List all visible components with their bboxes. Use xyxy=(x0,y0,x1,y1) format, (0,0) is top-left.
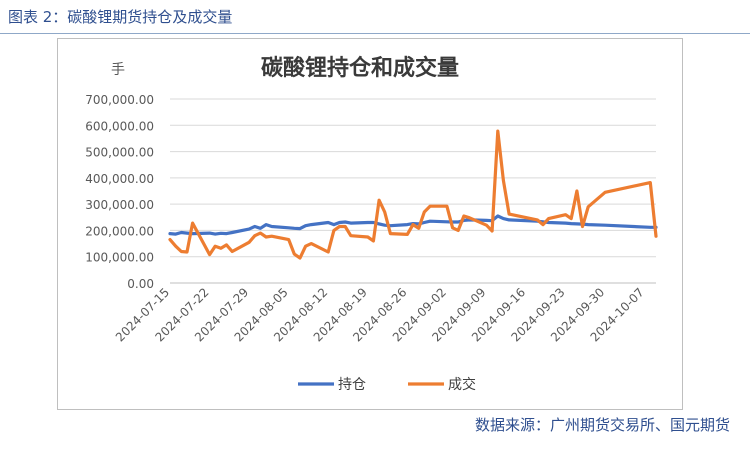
series-lines xyxy=(168,129,658,260)
data-source-note: 数据来源：广州期货交易所、国元期货 xyxy=(474,416,730,434)
series-line-持仓 xyxy=(168,214,658,236)
figure-header: 图表 2：碳酸锂期货持仓及成交量 xyxy=(8,8,233,26)
line-chart: 碳酸锂持仓和成交量 手 0.00 100,000.00 200,000.00 300,… xyxy=(85,55,658,393)
legend-label: 成交 xyxy=(448,376,476,393)
chart-frame: 碳酸锂持仓和成交量 手 0.00 100,000.00 200,000.00 300,… xyxy=(57,38,683,410)
legend: 持仓 成交 xyxy=(298,376,476,393)
y-tick-label: 500,000.00 xyxy=(85,146,154,160)
y-tick-label: 400,000.00 xyxy=(85,172,154,186)
chart-title: 碳酸锂持仓和成交量 xyxy=(261,55,459,81)
legend-label: 持仓 xyxy=(338,377,366,393)
series-line-成交 xyxy=(168,129,658,260)
x-axis-tick-labels: 2024-07-152024-07-222024-07-292024-08-05… xyxy=(113,285,647,344)
gridlines xyxy=(170,98,656,284)
y-tick-label: 600,000.00 xyxy=(85,119,154,133)
y-tick-label: 300,000.00 xyxy=(85,198,154,212)
y-tick-label: 700,000.00 xyxy=(85,93,154,107)
header-divider xyxy=(0,33,750,34)
y-tick-label: 200,000.00 xyxy=(85,224,154,238)
y-axis-tick-labels: 0.00 100,000.00 200,000.00 300,000.00 400,00… xyxy=(85,93,154,291)
y-tick-label: 0.00 xyxy=(127,277,154,291)
y-tick-label: 100,000.00 xyxy=(85,251,154,265)
y-axis-unit-label: 手 xyxy=(111,62,125,78)
